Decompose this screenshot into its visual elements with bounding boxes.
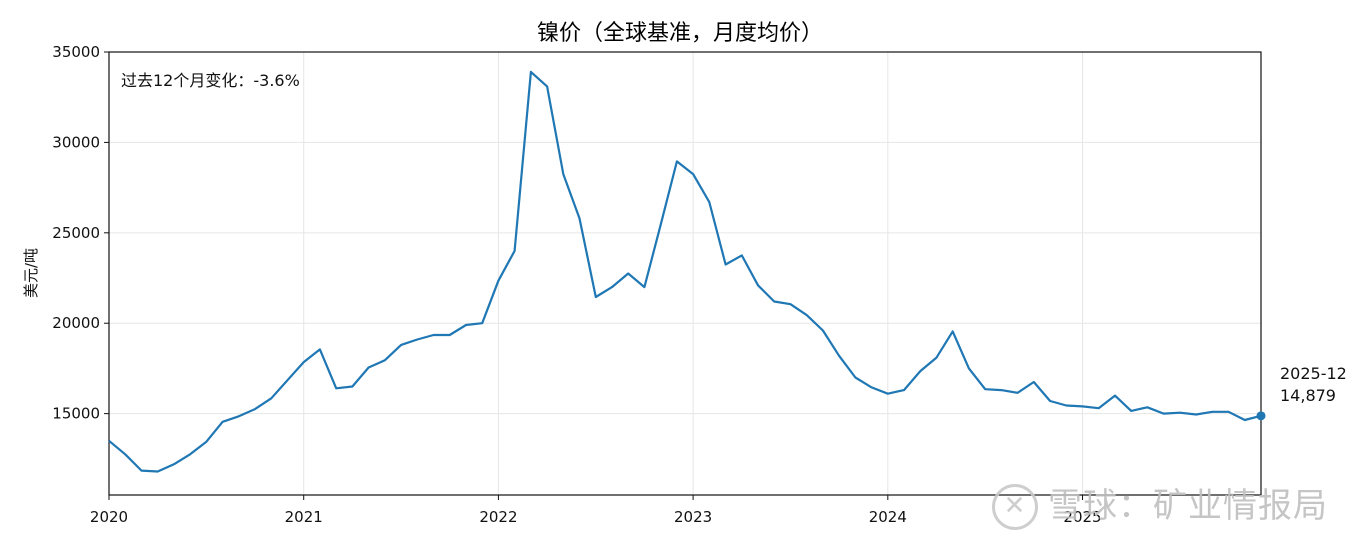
chart-title: 镍价（全球基准，月度均价） [537,21,823,46]
y-tick-label: 15000 [52,405,100,423]
x-tick-label: 2023 [674,508,712,526]
x-tick-label: 2022 [479,508,517,526]
y-tick-label: 30000 [52,133,100,151]
plot-frame [108,51,1262,496]
last-point-marker [1256,411,1266,421]
snowball-logo-icon: ✕ [992,484,1038,530]
grid-lines [108,51,1261,495]
watermark-text: 雪球：矿业情报局 [1048,485,1328,526]
x-tick-label: 2020 [90,508,128,526]
change-annotation: 过去12个月变化：-3.6% [121,71,300,90]
price-line [108,70,1262,473]
last-point-date-label: 2025-12 [1280,364,1347,383]
y-axis-label: 美元/吨 [22,248,40,298]
watermark: ✕ 雪球：矿业情报局 [992,478,1328,530]
x-tick-label: 2021 [285,508,323,526]
y-tick-label: 20000 [52,314,100,332]
y-tick-label: 35000 [52,43,100,61]
y-tick-label: 25000 [52,224,100,242]
x-tick-label: 2025 [1063,508,1101,526]
series-group [108,70,1266,473]
last-point-value-label: 14,879 [1280,386,1336,405]
x-tick-label: 2024 [869,508,907,526]
axes: 15000 20000 25000 30000 35000 2020 2021 2022 202… [52,43,1262,526]
